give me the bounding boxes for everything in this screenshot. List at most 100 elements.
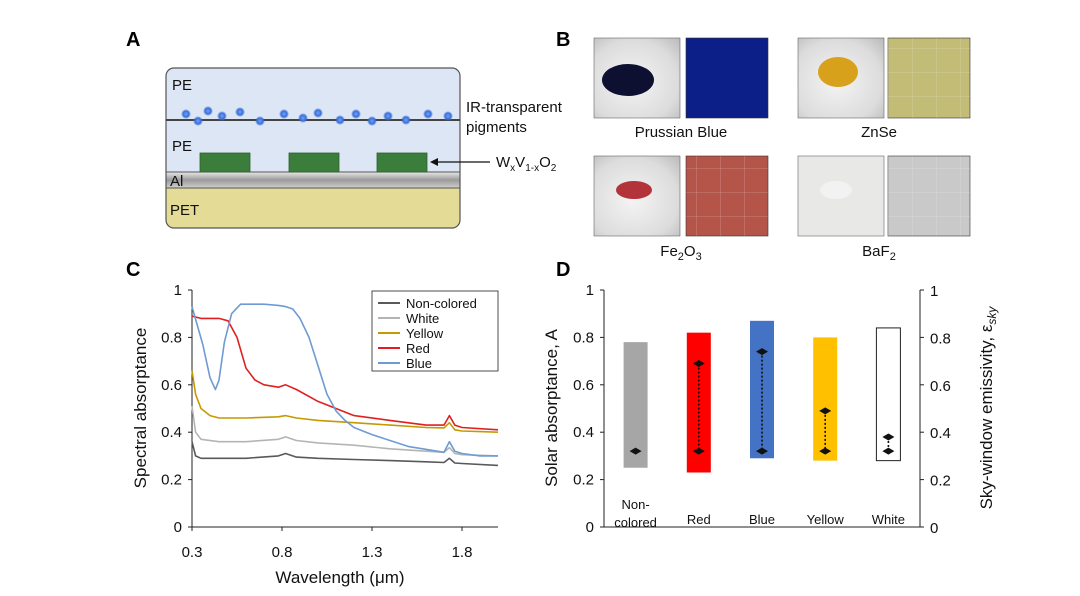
emissivity-marker-yellow	[819, 447, 832, 455]
emissivity-marker-non-colored	[629, 447, 642, 455]
film-grid-fe2o3	[686, 156, 768, 236]
sample-fe2o3: Fe2O3	[593, 155, 769, 263]
pigment-particle	[203, 106, 213, 116]
pigment-particle	[401, 115, 411, 125]
category-label-red: Red	[687, 512, 711, 527]
y-tick-label-d-right: 0.2	[930, 473, 951, 490]
legend-label: White	[406, 311, 439, 326]
panel-b: B Prussian Blue ZnSe	[556, 29, 971, 263]
layer-stack	[166, 68, 460, 228]
wvo2-label: WxV1-xO2	[496, 154, 557, 174]
wvo2-arrow-head	[430, 158, 438, 166]
category-label-blue: Blue	[749, 512, 775, 527]
bar-white	[875, 327, 901, 462]
powder-fe2o3	[616, 181, 652, 199]
series-line-yellow	[191, 370, 499, 433]
y-tick-label-d-left: 0.4	[573, 424, 594, 441]
x-tick-label-c: 1.8	[452, 544, 473, 561]
panel-letter-b: B	[556, 29, 570, 51]
powder-znse	[818, 57, 858, 87]
powder-baf2	[820, 181, 852, 199]
al-layer	[166, 172, 460, 188]
category-label-yellow: Yellow	[807, 512, 845, 527]
chart-spectral-absorptance: 0 0.2 0.4 0.6 0.8 1 0.3 0.8 1.3 1.8 Non-coloredWhi…	[161, 282, 499, 561]
x-tick-label-c: 0.8	[272, 544, 293, 561]
pet-label: PET	[170, 202, 199, 219]
series-line-non-colored	[191, 441, 499, 467]
panel-d: D 0 0.2 0.4 0.6 0.8 1 0 0.2 0.4 0.6 0.8 1 Non-colore…	[542, 259, 999, 537]
sample-name-znse: ZnSe	[861, 124, 897, 141]
y-tick-label-d-left: 0.8	[573, 329, 594, 346]
y-tick-label-d-right: 0	[930, 520, 938, 537]
sample-name-fe2o3: Fe2O3	[660, 243, 701, 263]
film-grid-znse	[888, 38, 970, 118]
emissivity-marker-white	[882, 447, 895, 455]
film-photo-prussian-blue	[685, 37, 769, 119]
y-tick-label-c: 0.2	[161, 472, 182, 489]
pigment-particle	[367, 116, 377, 126]
al-label: Al	[170, 173, 183, 190]
pigment-particle	[279, 109, 289, 119]
pet-layer	[166, 188, 460, 228]
y-axis-title-c: Spectral absorptance	[131, 328, 150, 489]
pigment-particle	[181, 109, 191, 119]
panel-a: A PE	[126, 29, 563, 229]
y-tick-label-c: 0.8	[161, 329, 182, 346]
y-tick-label-c: 0.6	[161, 377, 182, 394]
emissivity-marker-white	[882, 433, 895, 441]
sample-baf2: BaF2	[797, 155, 971, 263]
y-tick-label-c: 0.4	[161, 424, 182, 441]
y-tick-label-d-left: 0	[586, 519, 594, 536]
sample-prussian-blue: Prussian Blue	[593, 37, 769, 141]
pigment-particle	[193, 116, 203, 126]
pigment-label-line2: pigments	[466, 119, 527, 136]
x-axis-title-c: Wavelength (μm)	[275, 568, 404, 587]
pigment-dots	[181, 106, 453, 126]
pigment-particle	[383, 111, 393, 121]
film-grid-baf2	[888, 156, 970, 236]
panel-c: C 00.20.40.60.810.3 0.8 1.3 1.8Non-coloredW…	[126, 259, 499, 587]
wvo2-block-3	[376, 152, 428, 173]
category-label-non-colored: Non-	[622, 497, 650, 512]
x-tick-label-c: 0.3	[182, 544, 203, 561]
y-tick-label-d-left: 0.6	[573, 377, 594, 394]
y-tick-label-d-right: 0.4	[930, 425, 951, 442]
y-tick-label-d-right: 0.8	[930, 330, 951, 347]
y-tick-label-c: 1	[174, 282, 182, 299]
pigment-particle	[335, 115, 345, 125]
y-tick-label-d-right: 0.6	[930, 378, 951, 395]
y-tick-label-d-right: 1	[930, 283, 938, 300]
pigment-particle	[298, 113, 308, 123]
legend-label: Blue	[406, 356, 432, 371]
chart-solar-absorptance: 0 0.2 0.4 0.6 0.8 1 0 0.2 0.4 0.6 0.8 1 Non-colored R…	[573, 282, 951, 537]
pe-top-label: PE	[172, 77, 192, 94]
pigment-particle	[217, 111, 227, 121]
emissivity-marker-blue	[756, 348, 768, 356]
series-line-blue	[191, 303, 498, 457]
emissivity-marker-red	[692, 359, 705, 367]
series-line-white	[191, 405, 499, 457]
emissivity-marker-blue	[756, 447, 768, 455]
pigment-particle	[351, 109, 361, 119]
y-tick-label-d-left: 1	[586, 282, 594, 299]
sample-name-prussian-blue: Prussian Blue	[635, 124, 728, 141]
sample-name-baf2: BaF2	[862, 243, 896, 263]
pe-mid-label: PE	[172, 138, 192, 155]
y-tick-label-c: 0	[174, 519, 182, 536]
legend-box-c	[371, 290, 499, 372]
wvo2-block-1	[199, 152, 251, 173]
pigment-label-line1: IR-transparent	[466, 99, 563, 116]
y-axis-title-d-right: Sky-window emissivity, εsky	[977, 306, 999, 510]
pigment-particle	[255, 116, 265, 126]
y-tick-label-d-left: 0.2	[573, 472, 594, 489]
bar-yellow	[813, 337, 838, 461]
category-label-non-colored: colored	[614, 515, 657, 530]
legend-label: Red	[406, 341, 430, 356]
emissivity-marker-red	[692, 447, 705, 455]
pigment-particle	[313, 108, 323, 118]
pigment-particle	[235, 107, 245, 117]
panel-letter-c: C	[126, 259, 140, 281]
bar-non-colored	[623, 342, 648, 468]
emissivity-marker-yellow	[819, 407, 832, 415]
